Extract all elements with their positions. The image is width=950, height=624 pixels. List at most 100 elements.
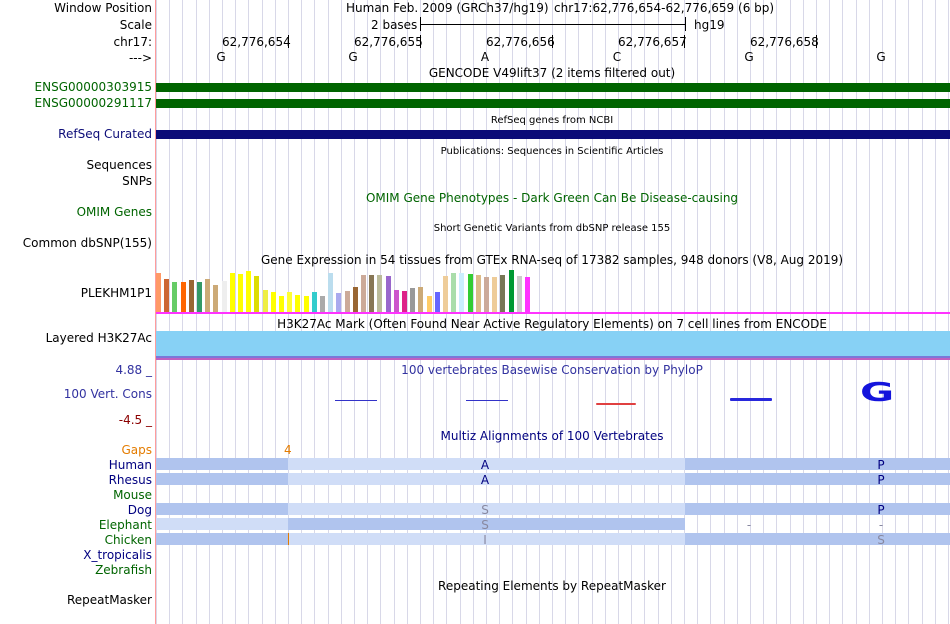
phylop-track-title[interactable]: 100 vertebrates Basewise Conservation by… — [401, 363, 703, 377]
dog-row-seg-1[interactable] — [156, 503, 288, 515]
gtex-tissue-bar[interactable] — [246, 271, 251, 312]
label-window-position[interactable]: Window Position — [54, 1, 152, 15]
gtex-tissue-bar[interactable] — [459, 273, 464, 312]
gtex-tissue-bar[interactable] — [361, 275, 366, 312]
gencode-track-title[interactable]: GENCODE V49lift37 (2 items filtered out) — [428, 66, 676, 80]
human-row-seg-2[interactable] — [288, 458, 685, 470]
gtex-tissue-bar[interactable] — [205, 279, 210, 312]
gtex-tissue-bar[interactable] — [164, 279, 169, 312]
omim-track-title[interactable]: OMIM Gene Phenotypes - Dark Green Can Be… — [365, 191, 739, 205]
gtex-tissue-bar[interactable] — [287, 292, 292, 312]
gtex-tissue-bar[interactable] — [312, 292, 317, 312]
gtex-tissue-bar[interactable] — [279, 296, 284, 312]
gtex-tissue-bar[interactable] — [418, 287, 423, 312]
gtex-track-title[interactable]: Gene Expression in 54 tissues from GTEx … — [260, 253, 844, 267]
gtex-tissue-bar[interactable] — [295, 295, 300, 312]
dog-row-seg-3[interactable] — [685, 503, 950, 515]
gtex-tissue-bar[interactable] — [468, 274, 473, 312]
gtex-tissue-bar[interactable] — [222, 281, 227, 312]
gencode-feature-2[interactable] — [156, 99, 950, 108]
label-dbsnp[interactable]: Common dbSNP(155) — [22, 236, 152, 250]
gtex-tissue-bar[interactable] — [509, 270, 514, 312]
gtex-tissue-bar[interactable] — [394, 290, 399, 312]
coord-label-4[interactable]: 62,776,657 — [618, 35, 687, 49]
gtex-tissue-bar[interactable] — [386, 276, 391, 312]
gtex-tissue-bar[interactable] — [304, 296, 309, 312]
gtex-tissue-bar[interactable] — [525, 277, 530, 312]
chicken-row-seg-2[interactable] — [289, 533, 685, 545]
rhesus-row-seg-2[interactable] — [288, 473, 685, 485]
gtex-tissue-bar[interactable] — [254, 276, 259, 312]
gtex-tissue-bar[interactable] — [443, 276, 448, 312]
label-chrom[interactable]: chr17: — [113, 35, 152, 49]
label-species-human[interactable]: Human — [108, 458, 152, 472]
dbsnp-track-title[interactable]: Short Genetic Variants from dbSNP releas… — [433, 223, 671, 234]
elephant-row-seg-1[interactable] — [156, 518, 288, 530]
label-species-zebrafish[interactable]: Zebrafish — [95, 563, 152, 577]
human-row-seg-3[interactable] — [685, 458, 950, 470]
label-cons[interactable]: 100 Vert. Cons — [63, 387, 152, 401]
gtex-tissue-bar[interactable] — [369, 275, 374, 312]
coord-label-3[interactable]: 62,776,656 — [486, 35, 555, 49]
refseq-track-title[interactable]: RefSeq genes from NCBI — [490, 115, 614, 126]
gtex-tissue-bar[interactable] — [336, 293, 341, 312]
label-species-xtropicalis[interactable]: X_tropicalis — [83, 548, 152, 562]
gtex-tissue-bar[interactable] — [451, 273, 456, 312]
gtex-tissue-bar[interactable] — [156, 273, 161, 312]
label-species-chicken[interactable]: Chicken — [104, 533, 152, 547]
chicken-row-seg-1[interactable] — [156, 533, 288, 545]
repeatmasker-track-title[interactable]: Repeating Elements by RepeatMasker — [438, 579, 666, 593]
label-gtex-gene[interactable]: PLEKHM1P1 — [80, 286, 152, 300]
human-row-seg-1[interactable] — [156, 458, 288, 470]
gtex-tissue-bar[interactable] — [517, 276, 522, 312]
gtex-tissue-bar[interactable] — [410, 288, 415, 312]
coord-label-2[interactable]: 62,776,655 — [354, 35, 423, 49]
label-gencode-2[interactable]: ENSG00000291117 — [34, 96, 152, 110]
label-strand[interactable]: ---> — [128, 51, 152, 65]
multiz-track-title[interactable]: Multiz Alignments of 100 Vertebrates — [440, 429, 664, 443]
h3k27ac-signal[interactable] — [156, 331, 950, 356]
gtex-tissue-bar[interactable] — [353, 287, 358, 312]
dog-row-seg-2[interactable] — [288, 503, 685, 515]
label-species-mouse[interactable]: Mouse — [113, 488, 152, 502]
gtex-tissue-bar[interactable] — [500, 275, 505, 312]
chicken-row-seg-3[interactable] — [685, 533, 950, 545]
gtex-tissue-bar[interactable] — [476, 275, 481, 312]
h3k27ac-track-title[interactable]: H3K27Ac Mark (Often Found Near Active Re… — [277, 317, 827, 331]
label-gaps[interactable]: Gaps — [121, 443, 152, 457]
gtex-bar-chart[interactable] — [156, 270, 536, 312]
elephant-row-seg-2[interactable] — [288, 518, 685, 530]
rhesus-row-seg-1[interactable] — [156, 473, 288, 485]
gtex-tissue-bar[interactable] — [271, 292, 276, 312]
gtex-tissue-bar[interactable] — [484, 277, 489, 312]
label-refseq[interactable]: RefSeq Curated — [58, 127, 152, 141]
coord-label-5[interactable]: 62,776,658 — [750, 35, 819, 49]
label-species-elephant[interactable]: Elephant — [98, 518, 152, 532]
gtex-tissue-bar[interactable] — [427, 296, 432, 312]
label-gencode-1[interactable]: ENSG00000303915 — [34, 80, 152, 94]
label-sequences[interactable]: Sequences — [86, 158, 152, 172]
gtex-tissue-bar[interactable] — [435, 292, 440, 312]
label-scale[interactable]: Scale — [119, 18, 152, 32]
label-repeatmasker[interactable]: RepeatMasker — [66, 593, 152, 607]
gtex-tissue-bar[interactable] — [172, 282, 177, 312]
label-snps[interactable]: SNPs — [122, 174, 152, 188]
gtex-tissue-bar[interactable] — [345, 291, 350, 312]
label-omim[interactable]: OMIM Genes — [76, 205, 152, 219]
label-h3k27ac[interactable]: Layered H3K27Ac — [45, 331, 152, 345]
gtex-tissue-bar[interactable] — [230, 273, 235, 312]
gtex-tissue-bar[interactable] — [377, 275, 382, 312]
gtex-tissue-bar[interactable] — [189, 280, 194, 312]
gtex-tissue-bar[interactable] — [197, 282, 202, 312]
label-species-dog[interactable]: Dog — [127, 503, 152, 517]
gencode-feature-1[interactable] — [156, 83, 950, 92]
gtex-tissue-bar[interactable] — [320, 296, 325, 312]
gtex-tissue-bar[interactable] — [492, 277, 497, 312]
gtex-tissue-bar[interactable] — [263, 290, 268, 312]
gtex-tissue-bar[interactable] — [213, 285, 218, 312]
gtex-tissue-bar[interactable] — [181, 282, 186, 312]
gtex-tissue-bar[interactable] — [238, 274, 243, 312]
rhesus-row-seg-3[interactable] — [685, 473, 950, 485]
refseq-feature[interactable] — [156, 130, 950, 139]
publications-track-title[interactable]: Publications: Sequences in Scientific Ar… — [440, 146, 664, 157]
